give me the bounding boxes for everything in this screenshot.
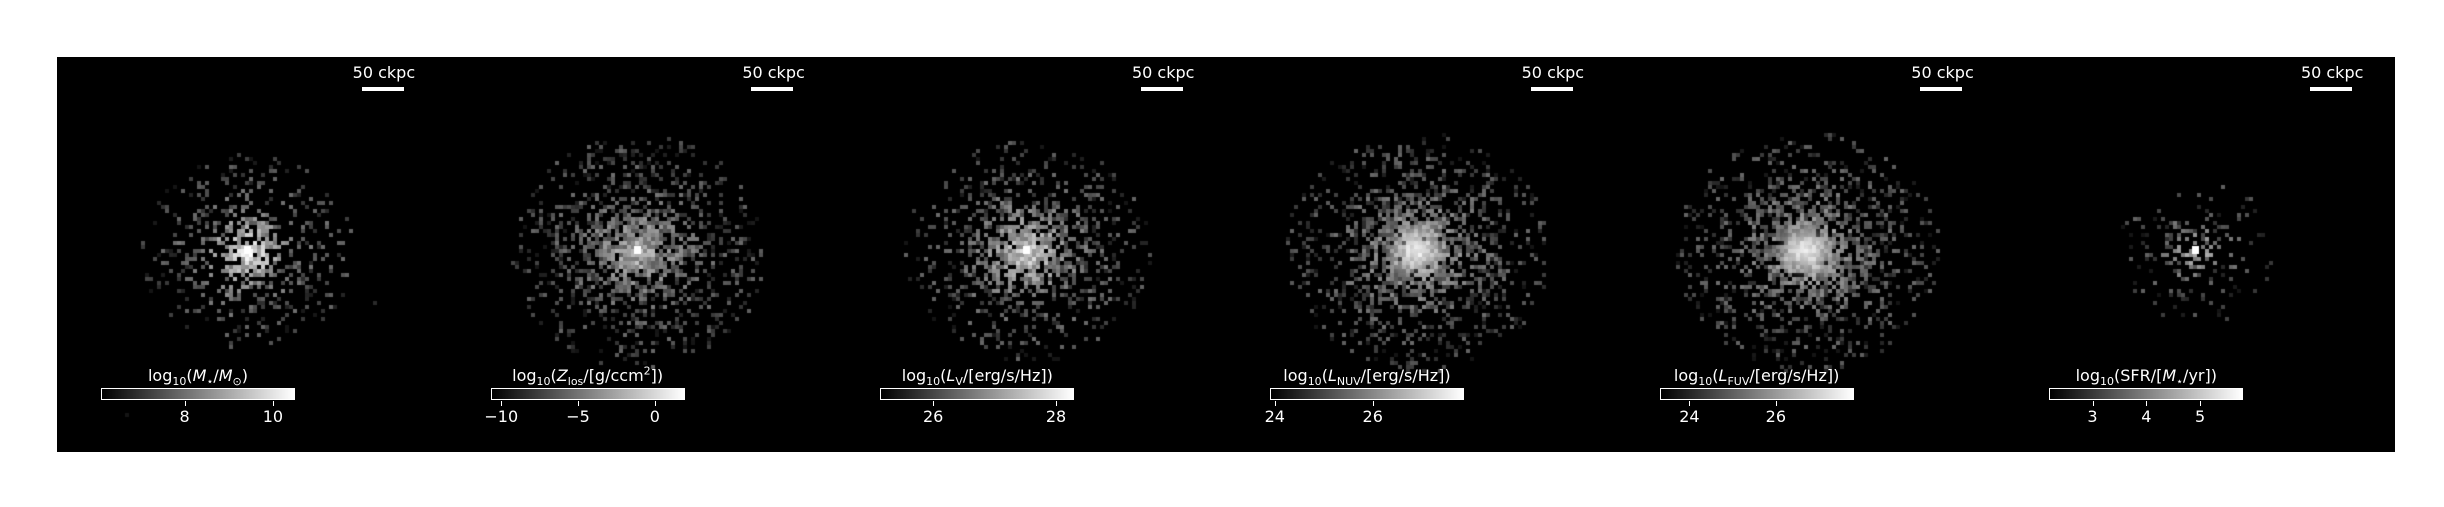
colorbar-tick-label: 3 (2087, 407, 2098, 426)
scale-bar-label: 50 ckpc (2300, 63, 2364, 82)
colorbar-tick (272, 401, 274, 406)
colorbar-tick-label: −10 (484, 407, 519, 426)
map-image (446, 57, 837, 452)
colorbar-tick-label: 28 (1045, 407, 1067, 426)
colorbar-tick-label: 0 (649, 407, 660, 426)
colorbar-tick-label: 26 (922, 407, 944, 426)
colorbar-tick-label: 26 (1362, 407, 1383, 426)
colorbar-label: log10(SFR/[M⋆/yr]) (2075, 366, 2217, 389)
colorbar-tick-label: 5 (2194, 407, 2206, 426)
map-image (1225, 57, 1616, 452)
colorbar-tick (654, 401, 656, 406)
colorbar-tick (2092, 401, 2094, 406)
colorbar-tick-label: 24 (1679, 407, 1700, 426)
scale-bar-line (1140, 87, 1183, 91)
scale-bar-label: 50 ckpc (1521, 63, 1585, 82)
image-strip: 50 ckpc log10(M⋆/M⊙) 8 10 50 ckpc log10(… (57, 57, 2395, 452)
colorbar-tick (2200, 401, 2202, 406)
colorbar-gradient: 3 4 5 (2049, 388, 2244, 426)
panel-stellar-mass: 50 ckpc log10(M⋆/M⊙) 8 10 (57, 57, 447, 452)
colorbar-label: log10(LNUV/[erg/s/Hz]) (1283, 366, 1451, 389)
colorbar: log10(M⋆/M⊙) 8 10 (101, 366, 295, 426)
colorbar-tick (578, 401, 580, 406)
colorbar-tick (184, 401, 186, 406)
colorbar-tick-label: −5 (566, 407, 590, 426)
colorbar-tick (1689, 401, 1691, 406)
panel-metals: 50 ckpc log10(Zlos/[g/ccm2]) −10 −5 0 (446, 57, 837, 452)
colorbar-label: log10(Zlos/[g/ccm2]) (512, 364, 664, 389)
colorbar-tick-label: 10 (262, 407, 284, 426)
colorbar-tick (2146, 401, 2148, 406)
scale-bar-line (361, 87, 404, 91)
scale-bar-line (2309, 87, 2352, 91)
scale-bar: 50 ckpc (1521, 63, 1585, 91)
colorbar-gradient: 26 28 (880, 388, 1075, 426)
colorbar: log10(LFUV/[erg/s/Hz]) 24 26 (1659, 366, 1854, 426)
map-image (57, 57, 447, 452)
map-image (1615, 57, 2006, 452)
colorbar-gradient: 8 10 (101, 388, 295, 426)
scale-bar: 50 ckpc (2300, 63, 2364, 91)
colorbar-tick-label: 24 (1264, 407, 1285, 426)
scale-bar: 50 ckpc (1131, 63, 1195, 91)
colorbar-tick-label: 26 (1765, 407, 1786, 426)
scale-bar-label: 50 ckpc (742, 63, 805, 82)
colorbar-gradient: 24 26 (1265, 388, 1464, 426)
colorbar-tick (1775, 401, 1777, 406)
panel-sfr: 50 ckpc log10(SFR/[M⋆/yr]) 3 4 5 (2005, 57, 2395, 452)
scale-bar-label: 50 ckpc (1131, 63, 1195, 82)
colorbar: log10(SFR/[M⋆/yr]) 3 4 5 (2049, 366, 2244, 426)
scale-bar: 50 ckpc (352, 63, 416, 91)
panel-lnuv: 50 ckpc log10(LNUV/[erg/s/Hz]) 24 26 (1225, 57, 1616, 452)
scale-bar-label: 50 ckpc (352, 63, 416, 82)
scale-bar-line (1530, 87, 1573, 91)
colorbar-gradient: −10 −5 0 (484, 388, 685, 426)
colorbar-tick (933, 401, 935, 406)
colorbar-label: log10(M⋆/M⊙) (147, 366, 248, 389)
panel-lfuv: 50 ckpc log10(LFUV/[erg/s/Hz]) 24 26 (1615, 57, 2006, 452)
scale-bar-label: 50 ckpc (1911, 63, 1974, 82)
colorbar-tick (1274, 401, 1276, 406)
map-image (2005, 57, 2395, 452)
scale-bar: 50 ckpc (1911, 63, 1974, 91)
colorbar-tick (1056, 401, 1058, 406)
colorbar-label: log10(LFUV/[erg/s/Hz]) (1673, 366, 1840, 389)
colorbar-tick-label: 4 (2141, 407, 2152, 426)
colorbar-tick (1372, 401, 1374, 406)
colorbar: log10(LV/[erg/s/Hz]) 26 28 (880, 366, 1075, 426)
panel-lv: 50 ckpc log10(LV/[erg/s/Hz]) 26 28 (836, 57, 1226, 452)
colorbar-tick (501, 401, 503, 406)
colorbar-gradient: 24 26 (1659, 388, 1854, 426)
colorbar-tick-label: 8 (179, 407, 190, 426)
colorbar-label: log10(LV/[erg/s/Hz]) (901, 366, 1053, 389)
colorbar: log10(Zlos/[g/ccm2]) −10 −5 0 (484, 364, 685, 426)
map-image (836, 57, 1226, 452)
scale-bar: 50 ckpc (742, 63, 805, 91)
colorbar: log10(LNUV/[erg/s/Hz]) 24 26 (1265, 366, 1464, 426)
scale-bar-line (1920, 87, 1963, 91)
scale-bar-line (751, 87, 794, 91)
